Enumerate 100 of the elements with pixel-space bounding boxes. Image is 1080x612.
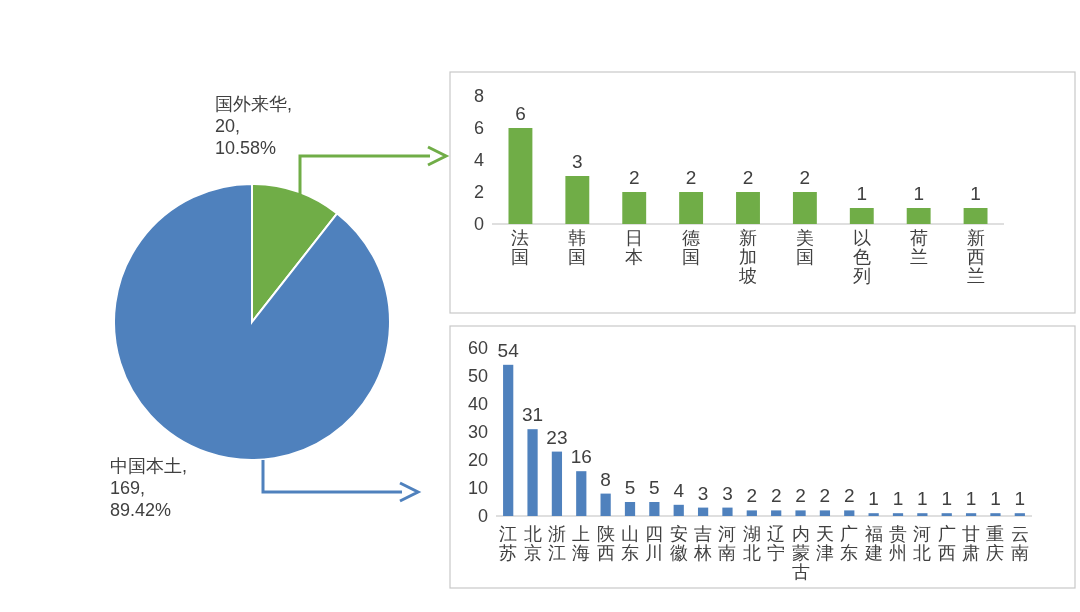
bar <box>906 208 931 224</box>
x-tick-label: 重庆 <box>986 524 1005 563</box>
data-label: 31 <box>521 404 544 426</box>
y-tick-label: 0 <box>473 214 484 234</box>
x-tick-label: 天津 <box>815 524 834 563</box>
bar <box>771 510 782 516</box>
data-label: 3 <box>697 482 709 504</box>
data-label: 3 <box>572 151 583 172</box>
y-tick-label: 4 <box>473 150 484 170</box>
x-tick-label: 山东 <box>621 524 639 563</box>
data-label: 1 <box>941 488 953 510</box>
bar <box>746 510 757 516</box>
x-tick-label: 陕西 <box>596 524 615 563</box>
data-label: 4 <box>673 479 685 501</box>
bar <box>795 510 806 516</box>
x-tick-label: 浙江 <box>547 524 566 563</box>
y-tick-label: 50 <box>467 366 488 386</box>
x-tick-label: 日本 <box>625 228 644 267</box>
bar <box>868 513 879 516</box>
bar <box>600 493 611 516</box>
x-tick-label: 辽宁 <box>767 524 786 563</box>
data-label: 2 <box>770 485 782 507</box>
data-label: 2 <box>799 167 811 188</box>
data-label: 2 <box>628 167 640 188</box>
x-tick-label: 法国 <box>511 228 530 267</box>
data-label: 23 <box>546 426 568 448</box>
x-tick-label: 吉林 <box>693 524 713 563</box>
y-tick-label: 60 <box>467 338 488 358</box>
data-label: 1 <box>1014 488 1026 510</box>
x-tick-label: 贵州 <box>889 524 907 563</box>
bar <box>892 513 904 516</box>
data-label: 8 <box>600 468 611 490</box>
bar <box>565 176 590 224</box>
y-tick-label: 8 <box>473 86 484 106</box>
x-tick-label: 河南 <box>718 524 737 563</box>
bar <box>576 471 587 516</box>
x-tick-label: 德国 <box>682 228 701 267</box>
data-label: 2 <box>795 485 806 507</box>
data-label: 54 <box>497 339 520 361</box>
data-label: 2 <box>746 485 758 507</box>
bar <box>508 128 533 224</box>
bar <box>624 502 636 516</box>
data-label: 1 <box>990 488 1001 510</box>
data-label: 1 <box>917 488 928 510</box>
data-label: 6 <box>515 103 526 124</box>
y-tick-label: 30 <box>467 422 488 442</box>
x-tick-label: 荷兰 <box>909 228 928 267</box>
x-tick-label: 北京 <box>523 524 542 563</box>
data-label: 1 <box>970 183 981 204</box>
y-tick-label: 10 <box>467 478 488 498</box>
x-tick-label: 广东 <box>840 524 859 563</box>
x-tick-label: 美国 <box>795 228 814 267</box>
data-label: 1 <box>856 183 868 204</box>
x-tick-label: 广西 <box>937 524 956 563</box>
x-tick-label: 韩国 <box>568 228 587 267</box>
bar <box>697 507 709 516</box>
x-tick-label: 福建 <box>863 524 883 563</box>
x-tick-label: 河北 <box>913 524 932 563</box>
x-tick-label: 内蒙古 <box>791 524 810 582</box>
data-label: 5 <box>649 477 660 498</box>
data-label: 2 <box>685 167 697 188</box>
bar <box>722 507 733 516</box>
x-tick-label: 江苏 <box>499 524 518 563</box>
y-tick-label: 0 <box>477 506 488 526</box>
bar <box>963 208 988 224</box>
bar <box>844 510 855 516</box>
bar <box>990 513 1001 516</box>
data-label: 5 <box>624 477 636 498</box>
x-tick-label: 甘肃 <box>962 524 981 563</box>
slice-label: 国外来华, 20, 10.58% <box>215 94 293 158</box>
bar <box>527 429 538 516</box>
data-label: 2 <box>742 167 754 188</box>
data-label: 2 <box>819 485 831 507</box>
x-tick-label: 新加坡 <box>738 228 757 286</box>
y-tick-label: 2 <box>473 182 484 202</box>
bar <box>917 513 928 516</box>
bar <box>736 192 760 224</box>
x-tick-label: 湖北 <box>742 524 761 563</box>
bar <box>673 504 684 516</box>
data-label: 1 <box>965 488 977 510</box>
x-tick-label: 上海 <box>572 524 591 563</box>
bar <box>649 502 660 516</box>
bar <box>965 513 977 516</box>
y-tick-label: 6 <box>473 118 484 138</box>
bar <box>503 364 514 516</box>
x-tick-label: 云南 <box>1010 524 1029 563</box>
y-tick-label: 40 <box>467 394 488 414</box>
y-tick-label: 20 <box>467 450 488 470</box>
x-tick-label: 安徽 <box>669 524 688 563</box>
data-label: 1 <box>913 183 924 204</box>
bar <box>819 510 831 516</box>
data-label: 2 <box>843 485 855 507</box>
slice-label: 中国本土, 169, 89.42% <box>110 456 188 520</box>
bar <box>941 513 952 516</box>
x-tick-label: 新西兰 <box>966 228 985 286</box>
bar <box>792 192 817 224</box>
x-tick-label: 四川 <box>645 524 664 563</box>
bar <box>679 192 704 224</box>
data-label: 1 <box>868 488 879 510</box>
bar <box>551 451 563 516</box>
